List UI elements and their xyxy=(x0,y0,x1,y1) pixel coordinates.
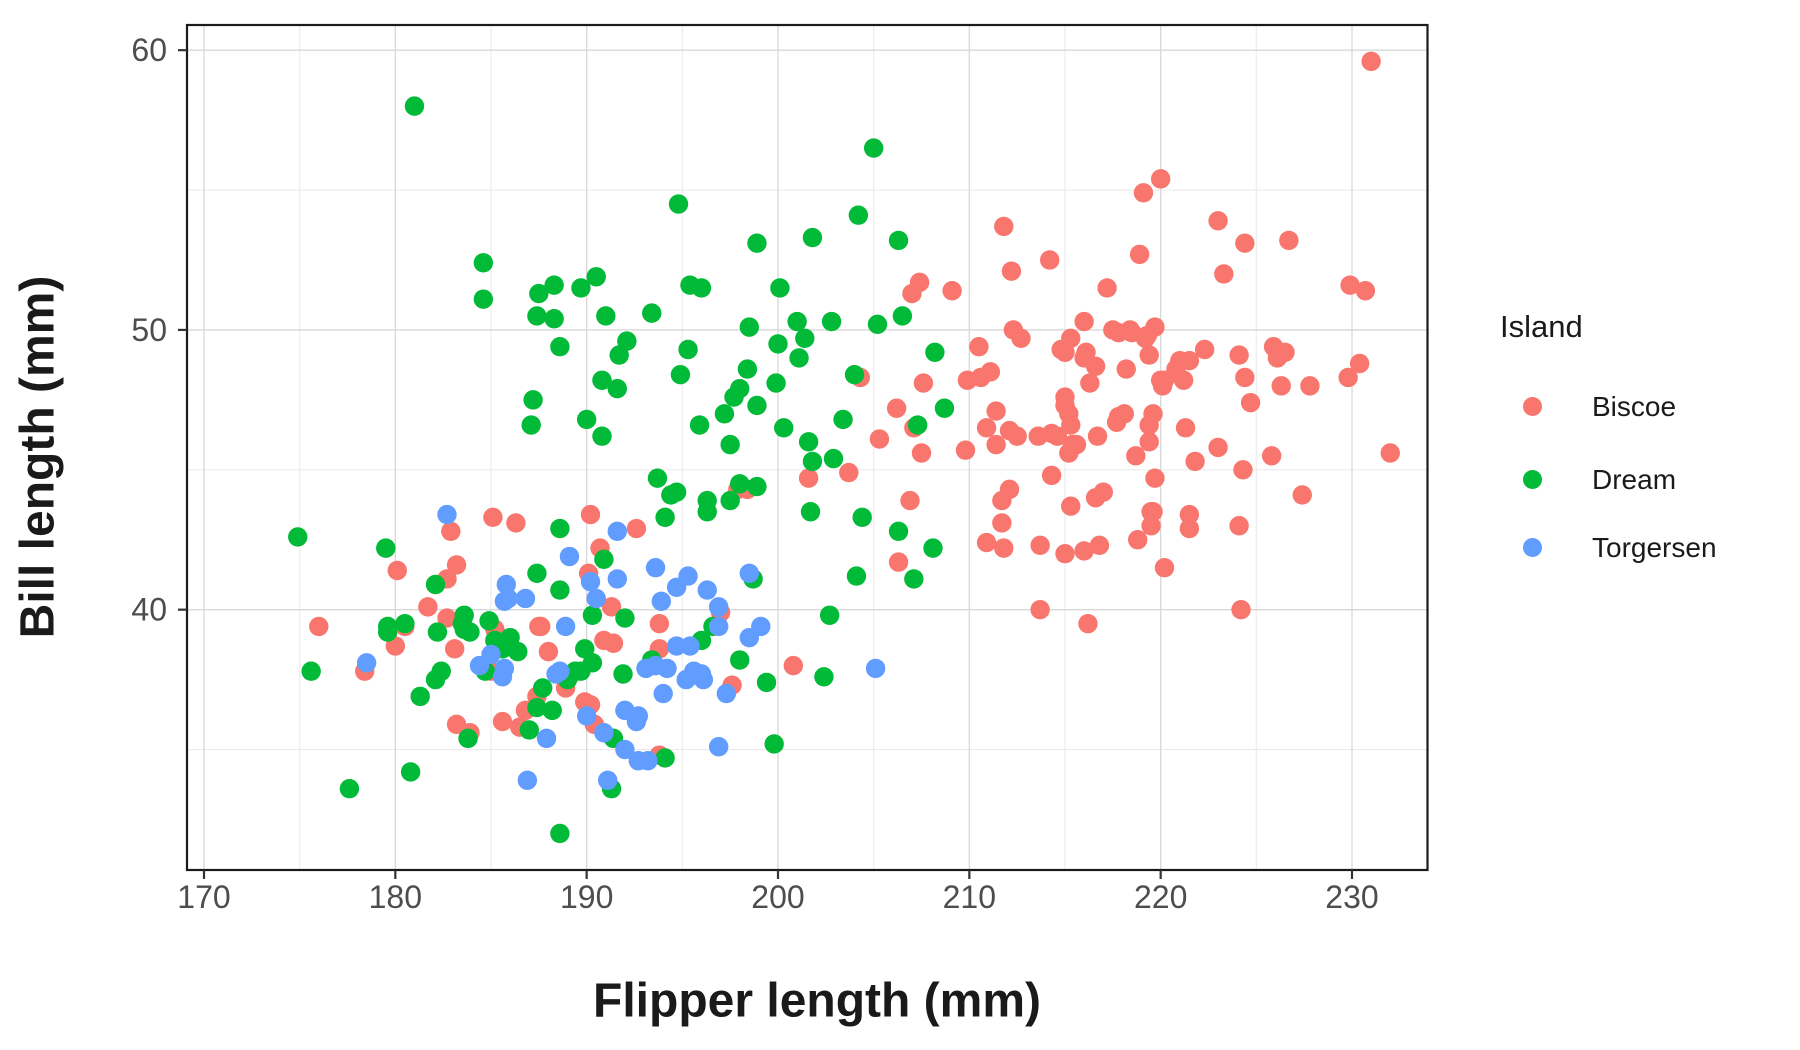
svg-text:170: 170 xyxy=(177,879,230,915)
svg-text:50: 50 xyxy=(131,312,167,348)
svg-text:210: 210 xyxy=(943,879,996,915)
svg-text:230: 230 xyxy=(1325,879,1378,915)
svg-text:40: 40 xyxy=(131,592,167,628)
svg-text:180: 180 xyxy=(369,879,422,915)
svg-text:190: 190 xyxy=(560,879,613,915)
svg-text:220: 220 xyxy=(1134,879,1187,915)
svg-text:200: 200 xyxy=(751,879,804,915)
svg-text:60: 60 xyxy=(131,32,167,68)
